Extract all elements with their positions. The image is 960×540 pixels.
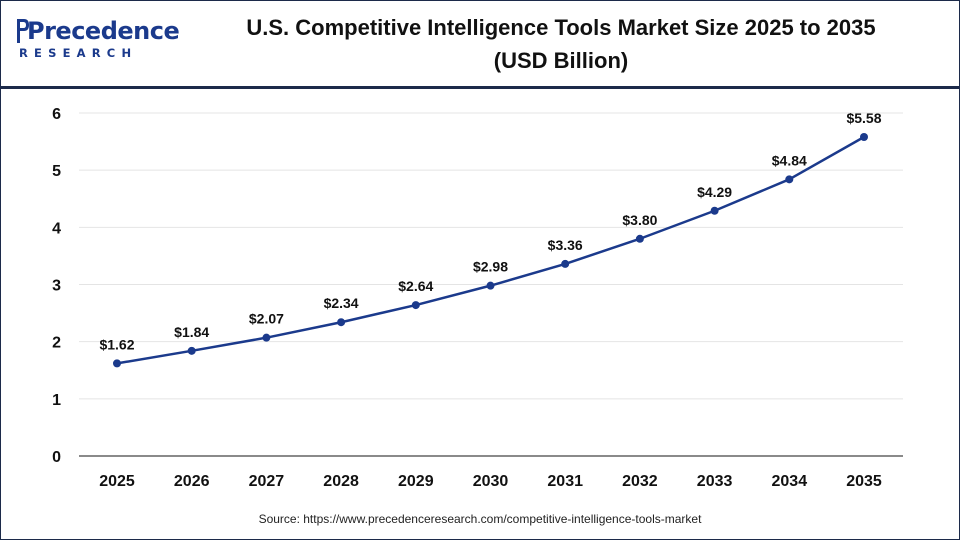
series-line: [116, 135, 865, 365]
chart-title-line1: U.S. Competitive Intelligence Tools Mark…: [246, 15, 876, 40]
brand-name: Precedence: [27, 17, 180, 45]
data-label: $4.29: [697, 184, 732, 200]
data-point: [785, 175, 794, 184]
logo-mark-icon: [17, 19, 29, 43]
y-tick-label: 0: [52, 449, 61, 466]
x-tick-label: 2033: [697, 473, 733, 490]
brand-logo: Precedence RESEARCH: [15, 15, 180, 65]
data-label: $2.07: [249, 311, 284, 327]
x-tick-label: 2028: [323, 473, 359, 490]
data-label: $5.58: [846, 110, 881, 126]
x-tick-label: 2031: [547, 473, 583, 490]
source-note: Source: https://www.precedenceresearch.c…: [258, 512, 702, 526]
data-label: $2.98: [473, 259, 508, 275]
brand-subtitle: RESEARCH: [19, 46, 138, 60]
data-point: [710, 206, 719, 215]
data-label: $4.84: [772, 152, 807, 168]
data-label: $2.34: [324, 295, 359, 311]
y-tick-label: 1: [52, 392, 61, 409]
x-tick-label: 2026: [174, 473, 210, 490]
data-label: $1.84: [174, 324, 209, 340]
data-point: [411, 301, 420, 310]
x-tick-label: 2030: [473, 473, 509, 490]
x-tick-label: 2029: [398, 473, 434, 490]
x-tick-label: 2025: [99, 473, 135, 490]
data-point: [561, 259, 570, 268]
chart-title-line2: (USD Billion): [493, 48, 629, 73]
data-point: [486, 281, 495, 290]
data-label: $3.80: [622, 212, 657, 228]
data-label: $1.62: [99, 336, 134, 352]
header-divider: [1, 86, 959, 89]
data-label: $3.36: [548, 237, 583, 253]
data-point: [187, 346, 196, 355]
y-tick-label: 4: [52, 220, 61, 237]
x-tick-label: 2035: [846, 473, 882, 490]
x-tick-label: 2034: [772, 473, 808, 490]
data-point: [635, 234, 644, 243]
y-tick-label: 5: [52, 163, 61, 180]
data-point: [860, 133, 868, 142]
x-tick-label: 2027: [249, 473, 285, 490]
data-point: [113, 359, 121, 368]
x-tick-label: 2032: [622, 473, 658, 490]
data-point: [337, 318, 346, 327]
data-point: [262, 333, 271, 342]
chart-title: U.S. Competitive Intelligence Tools Mark…: [181, 11, 941, 77]
y-tick-label: 2: [52, 335, 61, 352]
data-label: $2.64: [398, 278, 433, 294]
header: Precedence RESEARCH U.S. Competitive Int…: [1, 1, 959, 87]
y-tick-label: 6: [52, 106, 61, 123]
y-tick-label: 3: [52, 278, 61, 295]
